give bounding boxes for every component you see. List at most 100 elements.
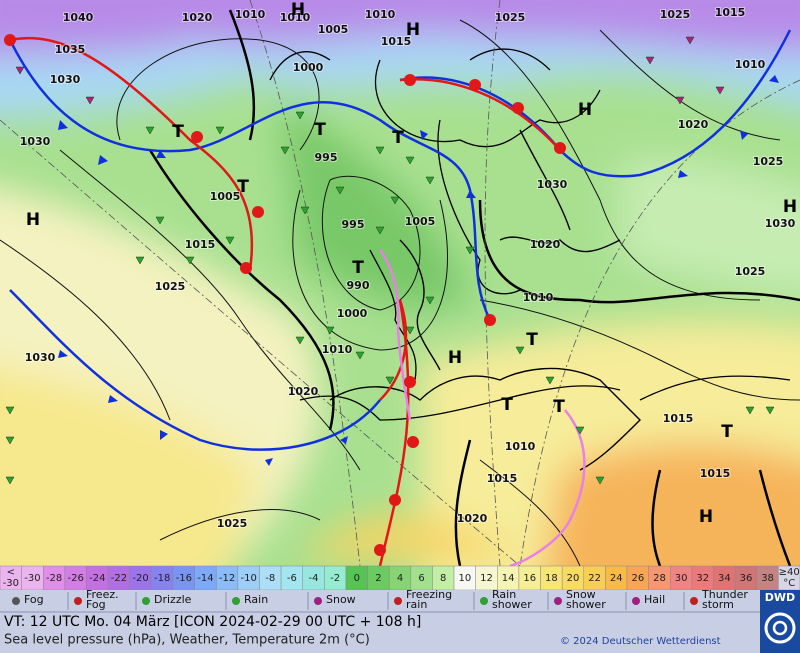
- isobar-label: 1000: [293, 61, 324, 74]
- scale-label: 34: [718, 573, 731, 584]
- scale-label: 2: [375, 573, 381, 584]
- weather-symbol: [335, 186, 345, 195]
- scale-label: 16: [523, 573, 536, 584]
- isobar-label: 995: [342, 218, 365, 231]
- isobar-label: 1010: [735, 58, 766, 71]
- pressure-center: H: [406, 20, 420, 40]
- weather-symbol: [225, 236, 235, 245]
- isobar-label: 1010: [523, 291, 554, 304]
- pressure-center: H: [291, 0, 305, 20]
- isobar-label: 1000: [337, 307, 368, 320]
- weather-symbol: [385, 376, 395, 385]
- scale-label: -10: [240, 573, 256, 584]
- scale-label: -14: [197, 573, 213, 584]
- weather-legend: Fog Freez.Fog Drizzle Rain Snow FreezingrainR…: [12, 588, 748, 611]
- pressure-center: H: [448, 348, 462, 368]
- scale-label: 10: [458, 573, 471, 584]
- weather-symbol: [575, 426, 585, 435]
- legend-label: shower: [566, 598, 606, 611]
- isobar-label: 1010: [235, 8, 266, 21]
- isobar-label: 1005: [405, 215, 436, 228]
- pressure-center: T: [172, 122, 184, 142]
- logo-swirl: [764, 612, 796, 644]
- weather-symbol: [5, 476, 15, 485]
- pressure-center: T: [501, 395, 513, 415]
- weather-symbol: [280, 146, 290, 155]
- isobar-label: 1030: [25, 351, 56, 364]
- legend-icon: [232, 597, 240, 605]
- scale-label: -18: [154, 573, 170, 584]
- legend-label: Snow: [566, 588, 596, 601]
- legend-label: Fog: [24, 593, 44, 606]
- pressure-center: H: [783, 197, 797, 217]
- weather-symbol: [390, 196, 400, 205]
- isobar-label: 995: [315, 151, 338, 164]
- legend-label: Hail: [644, 593, 665, 606]
- weather-symbol: [405, 156, 415, 165]
- valid-time: VT: 12 UTC Mo. 04 März [ICON 2024-02-29 …: [4, 614, 421, 630]
- legend-label: Freez.: [86, 588, 119, 601]
- scale-label: -26: [68, 573, 84, 584]
- map-labels: 1040 1020 1010 1010 1005 1010 1025 1025 1015 1035…: [19, 0, 797, 531]
- scale-label: 28: [653, 573, 666, 584]
- scale-label: ≥40: [779, 567, 800, 578]
- isobar-label: 1025: [753, 155, 784, 168]
- legend-label: Fog: [86, 598, 106, 611]
- scale-label: 14: [502, 573, 515, 584]
- weather-symbol: [745, 406, 755, 415]
- isobar-label: 1010: [280, 11, 311, 24]
- pressure-center: T: [237, 177, 249, 197]
- pressure-center: T: [553, 397, 565, 417]
- legend-label: shower: [492, 598, 532, 611]
- isobar-label: 1040: [63, 11, 94, 24]
- isobar-label: 1020: [182, 11, 213, 24]
- isobar-label: 1015: [487, 472, 518, 485]
- isobar-label: 990: [347, 279, 370, 292]
- legend-icon: [12, 597, 20, 605]
- scale-label: -16: [176, 573, 192, 584]
- scale-label: 22: [588, 573, 601, 584]
- scale-label: 20: [567, 573, 580, 584]
- isobar-label: 1015: [663, 412, 694, 425]
- legend-label: rain: [406, 598, 427, 611]
- weather-symbol: [595, 476, 605, 485]
- weather-symbol: [645, 56, 655, 65]
- legend-icon: [554, 597, 562, 605]
- isobar-label: 1030: [50, 73, 81, 86]
- isobar-label: 1010: [505, 440, 536, 453]
- isobar-label: 1020: [678, 118, 709, 131]
- isobar-label: 1010: [365, 8, 396, 21]
- logo-swirl: [772, 620, 788, 636]
- weather-symbol: [405, 326, 415, 335]
- scale-label: °C: [783, 578, 795, 589]
- weather-symbol: [215, 126, 225, 135]
- scale-label: -2: [330, 573, 340, 584]
- scale-label: 24: [610, 573, 623, 584]
- footer-bar: [0, 612, 760, 653]
- legend-label: Rain: [244, 593, 268, 606]
- scale-label: -12: [219, 573, 235, 584]
- scale-label: -4: [309, 573, 319, 584]
- weather-symbol: [145, 126, 155, 135]
- legend-icon: [690, 597, 698, 605]
- pressure-center: H: [699, 507, 713, 527]
- isobar-label: 1025: [217, 517, 248, 530]
- weather-symbol: [425, 296, 435, 305]
- weather-symbol: [295, 111, 305, 120]
- isobar-label: 1020: [530, 238, 561, 251]
- isobar-label: 1015: [381, 35, 412, 48]
- description: Sea level pressure (hPa), Weather, Tempe…: [4, 633, 370, 648]
- isobar-label: 1015: [185, 238, 216, 251]
- pressure-center: H: [578, 100, 592, 120]
- isobar-label: 1005: [210, 190, 241, 203]
- weather-symbol: [355, 351, 365, 360]
- legend-icon: [632, 597, 640, 605]
- scale-label: -24: [89, 573, 105, 584]
- pressure-center: T: [392, 128, 404, 148]
- scale-label: 26: [631, 573, 644, 584]
- logo-text: DWD: [765, 591, 795, 604]
- weather-symbol: [295, 336, 305, 345]
- isobar-label: 1015: [715, 6, 746, 19]
- weather-symbol: [375, 226, 385, 235]
- legend-icon: [480, 597, 488, 605]
